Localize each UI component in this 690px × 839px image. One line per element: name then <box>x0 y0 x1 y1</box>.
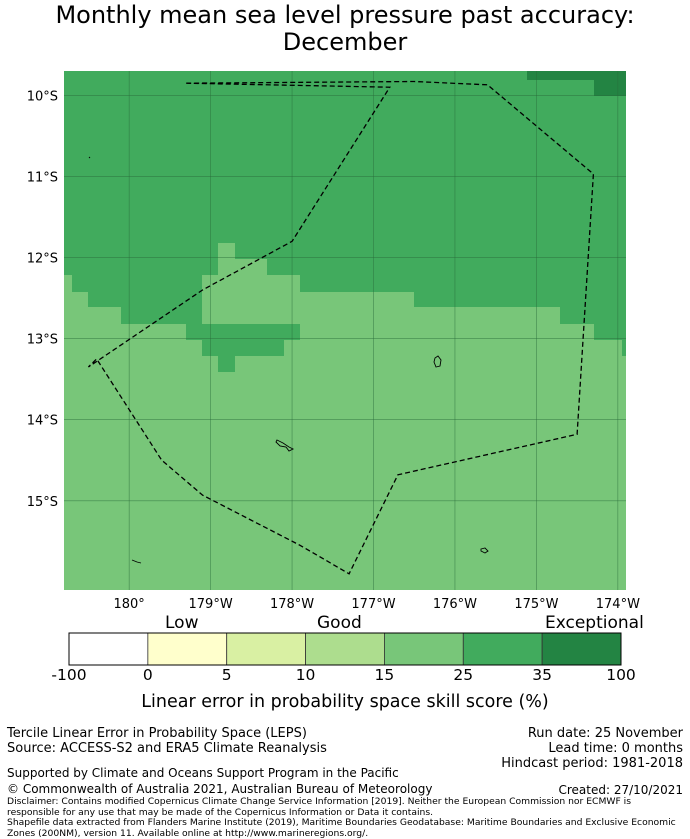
category-low: Low <box>165 613 199 633</box>
island-north-reef <box>88 156 91 159</box>
category-good: Good <box>317 613 362 633</box>
footer-left: Tercile Linear Error in Probability Spac… <box>7 726 327 756</box>
islands <box>88 156 489 564</box>
colorbar-frame <box>68 632 622 666</box>
island-funafuti <box>275 439 295 452</box>
longitude-labels: 180° 179°W 178°W 177°W 176°W 175°W 174°W <box>113 597 640 612</box>
copyright-text: © Commonwealth of Australia 2021, Austra… <box>7 782 433 796</box>
colorbar-tick-label: 35 <box>532 666 553 684</box>
map-canvas <box>64 71 626 590</box>
lead-time: Lead time: 0 months <box>548 741 683 756</box>
skill-field-25-35-patch <box>186 324 300 372</box>
colorbar-bin <box>305 632 385 666</box>
lat-tick-label: 13°S <box>27 333 58 348</box>
latitude-labels: 10°S 11°S 12°S 13°S 14°S 15°S <box>27 89 58 509</box>
lon-tick-label: 176°W <box>433 597 477 612</box>
colorbar-tick-label: 10 <box>295 666 316 684</box>
island-niulakita <box>480 547 489 554</box>
lat-tick-label: 11°S <box>27 170 58 185</box>
island-west-reef <box>131 559 142 564</box>
disclaimer-line-3: Shapefile data extracted from Flanders M… <box>7 817 676 828</box>
created-date: Created: 27/10/2021 <box>558 783 683 797</box>
colorbar-bin <box>147 632 228 666</box>
colorbar-tick-label: 100 <box>606 666 636 684</box>
title-line-1: Monthly mean sea level pressure past acc… <box>55 1 635 29</box>
colorbar-bin <box>541 632 622 666</box>
lon-tick-label: 179°W <box>189 597 233 612</box>
hindcast-period: Hindcast period: 1981-2018 <box>501 756 683 771</box>
lon-tick-label: 178°W <box>270 597 314 612</box>
skill-field-35-100 <box>527 71 626 96</box>
disclaimer: Disclaimer: Contains modified Copernicus… <box>7 796 687 839</box>
lat-tick-label: 15°S <box>27 495 58 510</box>
skill-field-15-25-patch <box>202 243 300 292</box>
colorbar-bin <box>68 632 149 666</box>
lon-tick-label: 174°W <box>596 597 640 612</box>
colorbar-tick-label: 15 <box>374 666 395 684</box>
colorbar-bin <box>384 632 464 666</box>
title-line-2: December <box>282 28 408 56</box>
run-date: Run date: 25 November <box>527 726 683 741</box>
lat-tick-label: 14°S <box>27 414 58 429</box>
disclaimer-line-1: Disclaimer: Contains modified Copernicus… <box>7 796 632 807</box>
support-text: Supported by Climate and Oceans Support … <box>7 766 399 780</box>
source-text: Source: ACCESS-S2 and ERA5 Climate Reana… <box>7 741 327 756</box>
graticule <box>64 71 626 590</box>
lon-tick-label: 180° <box>113 597 144 612</box>
lat-tick-label: 10°S <box>27 89 58 104</box>
category-exceptional: Exceptional <box>545 613 644 633</box>
colorbar-tick-label: -100 <box>51 666 87 684</box>
method-text: Tercile Linear Error in Probability Spac… <box>7 726 307 741</box>
lat-tick-label: 12°S <box>27 252 58 267</box>
footer-right: Run date: 25 November Lead time: 0 month… <box>501 726 683 771</box>
colorbar-tick-label: 0 <box>142 666 153 684</box>
colorbar-bin <box>226 632 306 666</box>
disclaimer-line-4: Zones (200NM), version 11. Available onl… <box>7 827 369 839</box>
colorbar-tick-label: 25 <box>453 666 474 684</box>
skill-map: 180° 179°W 178°W 177°W 176°W 175°W 174°W 10°S1… <box>27 71 640 612</box>
lon-tick-label: 177°W <box>351 597 395 612</box>
colorbar-tick-label: 5 <box>221 666 232 684</box>
colorbar-label: Linear error in probability space skill … <box>141 692 549 712</box>
lon-tick-label: 175°W <box>514 597 558 612</box>
skill-field-25-35 <box>64 71 626 356</box>
disclaimer-line-2: responsible for any use that may be made… <box>7 806 434 818</box>
chart-title: Monthly mean sea level pressure past acc… <box>0 2 690 56</box>
island-nukulaelae <box>433 355 442 368</box>
eez-boundary <box>87 80 595 575</box>
colorbar <box>68 632 622 666</box>
colorbar-bin <box>462 632 543 666</box>
